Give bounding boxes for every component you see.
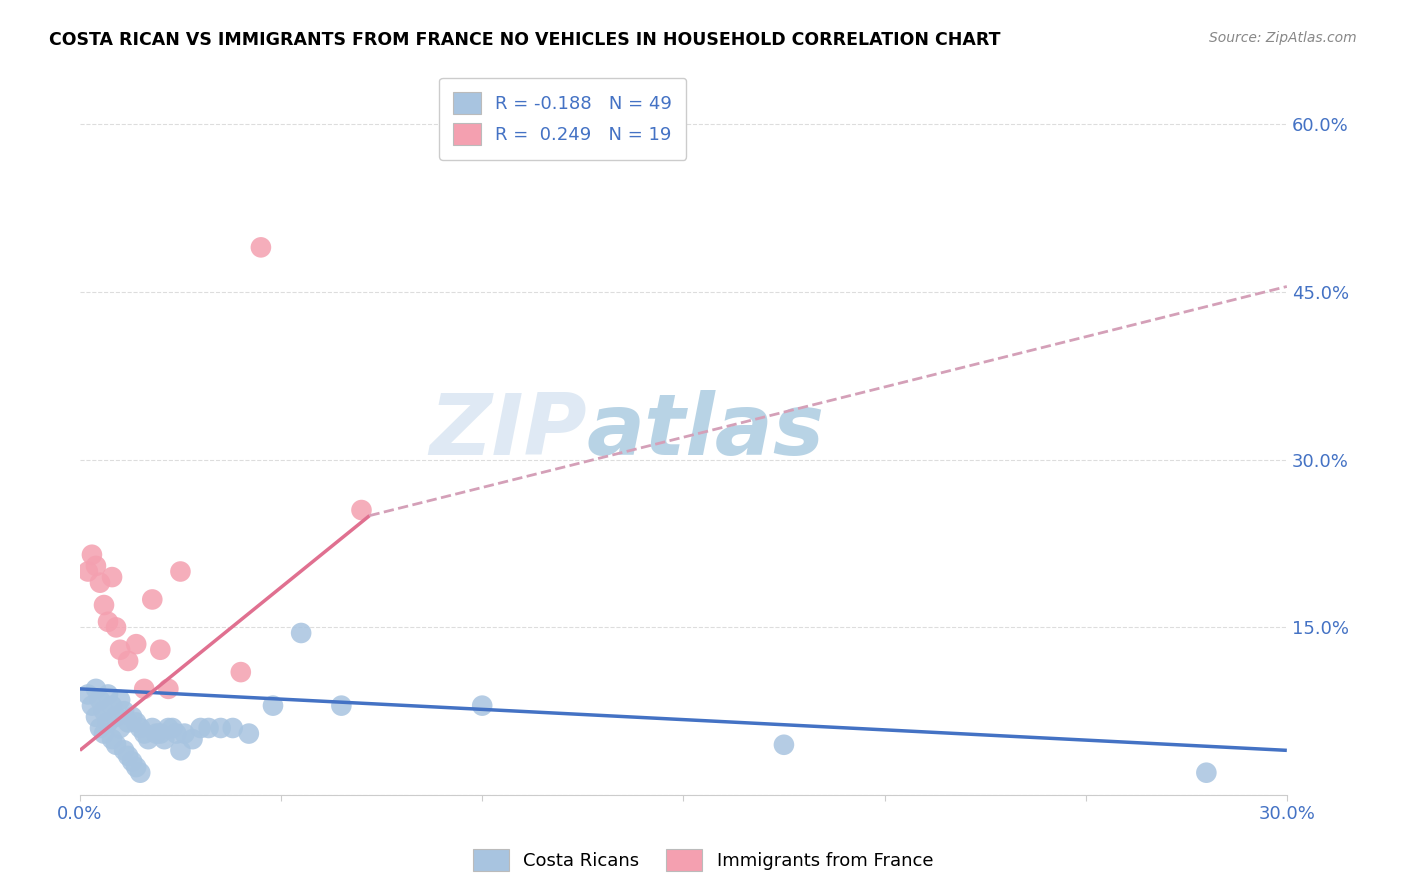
Point (250, 240, 273, 254)
Point (80, 698, 103, 713)
Point (173, 726, 195, 740)
Point (157, 681, 180, 696)
Text: ZIP: ZIP (429, 391, 586, 474)
Point (117, 715, 139, 730)
Legend: R = -0.188   N = 49, R =  0.249   N = 19: R = -0.188 N = 49, R = 0.249 N = 19 (439, 78, 686, 160)
Point (141, 721, 163, 735)
Point (471, 698, 494, 713)
Point (77, 565, 100, 579)
Point (350, 503, 373, 517)
Point (162, 721, 184, 735)
Point (238, 726, 260, 740)
Point (190, 721, 212, 735)
Point (125, 760, 148, 774)
Point (89, 693, 111, 707)
Point (136, 732, 159, 747)
Point (165, 726, 187, 740)
Point (134, 681, 156, 696)
Point (97, 615, 120, 629)
Point (262, 698, 284, 713)
Point (290, 626, 312, 640)
Point (93, 598, 115, 612)
Point (1195, 765, 1218, 780)
Point (121, 755, 143, 769)
Point (101, 698, 124, 713)
Point (169, 565, 191, 579)
Point (105, 710, 128, 724)
Point (105, 738, 128, 752)
Point (330, 698, 353, 713)
Legend: Costa Ricans, Immigrants from France: Costa Ricans, Immigrants from France (465, 842, 941, 879)
Point (229, 665, 252, 679)
Point (117, 654, 139, 668)
Point (84, 710, 107, 724)
Point (93, 726, 115, 740)
Point (157, 721, 180, 735)
Point (89, 721, 111, 735)
Point (117, 748, 139, 763)
Point (108, 693, 131, 707)
Point (181, 732, 204, 747)
Point (89, 575, 111, 590)
Point (93, 704, 115, 718)
Point (134, 726, 156, 740)
Point (145, 726, 167, 740)
Point (129, 721, 152, 735)
Point (153, 732, 176, 747)
Point (773, 738, 796, 752)
Point (77, 688, 100, 702)
Text: Source: ZipAtlas.com: Source: ZipAtlas.com (1209, 31, 1357, 45)
Point (149, 642, 172, 657)
Point (222, 721, 245, 735)
Point (125, 637, 148, 651)
Point (141, 592, 163, 607)
Point (101, 570, 124, 584)
Point (149, 726, 172, 740)
Point (169, 743, 191, 757)
Point (97, 688, 120, 702)
Point (125, 715, 148, 730)
Point (101, 732, 124, 747)
Point (97, 715, 120, 730)
Point (108, 642, 131, 657)
Point (112, 743, 135, 757)
Point (197, 721, 219, 735)
Text: atlas: atlas (586, 391, 825, 474)
Text: COSTA RICAN VS IMMIGRANTS FROM FRANCE NO VEHICLES IN HOUSEHOLD CORRELATION CHART: COSTA RICAN VS IMMIGRANTS FROM FRANCE NO… (49, 31, 1001, 49)
Point (112, 704, 135, 718)
Point (84, 681, 107, 696)
Point (84, 558, 107, 573)
Point (129, 765, 152, 780)
Point (121, 710, 143, 724)
Point (209, 721, 232, 735)
Point (105, 620, 128, 634)
Point (80, 548, 103, 562)
Point (108, 721, 131, 735)
